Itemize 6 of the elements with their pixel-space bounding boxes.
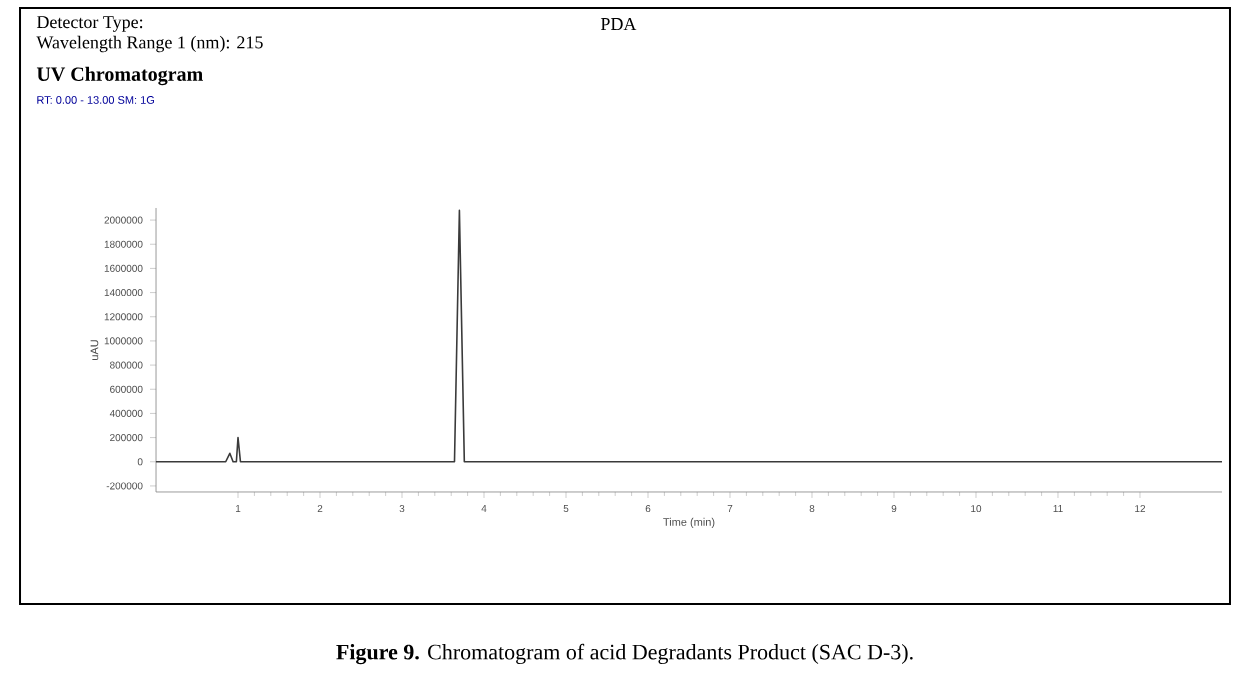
line-series: [155, 209, 1223, 463]
text: Figure 9. Chromatogram of acid Degradants Product (SAC D-3).: [336, 643, 913, 665]
chart-title: UV Chromatogram: [36, 66, 203, 86]
text: Detector Type:: [36, 16, 143, 32]
text: PDA: [600, 18, 637, 30]
text: Wavelength Range 1 (nm): 215: [36, 35, 263, 53]
